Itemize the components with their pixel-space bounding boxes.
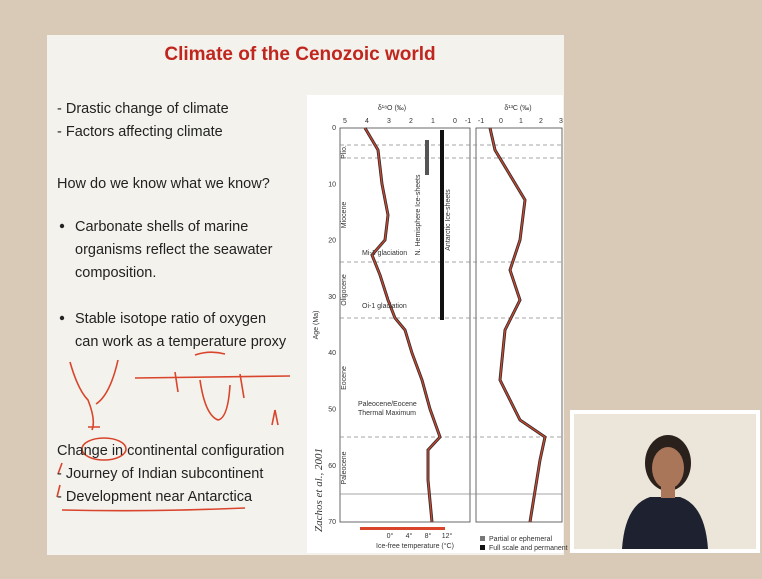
ice-label: Antarctic Ice-sheets xyxy=(445,189,452,251)
epoch-label: Eocene xyxy=(341,366,348,390)
event-label: Mi-1 glaciation xyxy=(362,250,407,257)
tick-label: 1 xyxy=(519,118,523,125)
tick-label: -1 xyxy=(465,118,471,125)
bullet-line: Stable isotope ratio of oxygen xyxy=(75,311,266,327)
tick-label: -1 xyxy=(478,118,484,125)
legend-label: Full scale and permanent xyxy=(489,545,568,552)
epoch-label: Paleocene xyxy=(341,451,348,484)
temperature-title: Ice-free temperature (°C) xyxy=(376,542,454,550)
ice-label: N. Hemisphere Ice-sheets xyxy=(415,174,422,255)
antarctic-ice-bar xyxy=(440,130,444,320)
legend-swatch xyxy=(480,545,485,550)
tick-label: 0 xyxy=(332,125,336,132)
legend-swatch xyxy=(480,536,485,541)
tick-label: 40 xyxy=(328,350,336,357)
screen: Climate of the Cenozoic world - Drastic … xyxy=(0,0,762,579)
slide-line: Change in continental configuration xyxy=(57,443,284,459)
epoch-label: Miocene xyxy=(341,202,348,229)
event-label: Thermal Maximum xyxy=(358,410,416,417)
tick-label: 3 xyxy=(559,118,563,125)
epoch-label: Plio. xyxy=(341,145,348,159)
tick-label: 70 xyxy=(328,519,336,526)
tick-label: 1 xyxy=(431,118,435,125)
citation: Zachos et al., 2001 xyxy=(313,448,325,532)
tick-label: 4 xyxy=(365,118,369,125)
page: Climate of the Cenozoic world - Drastic … xyxy=(0,0,762,579)
bullet-line: Carbonate shells of marine xyxy=(75,219,248,235)
slide-title: Climate of the Cenozoic world xyxy=(164,44,435,65)
temperature-tick: 12° xyxy=(442,532,453,540)
temperature-bar xyxy=(360,527,445,530)
slide-line: - Drastic change of climate xyxy=(57,101,229,117)
axis-title: δ¹⁸O (‰) xyxy=(378,105,406,112)
temperature-tick: 0° xyxy=(387,532,394,540)
tick-label: 2 xyxy=(409,118,413,125)
bullet-line: can work as a temperature proxy xyxy=(75,334,287,350)
slide-line: - Journey of Indian subcontinent xyxy=(57,466,263,482)
tick-label: 0 xyxy=(453,118,457,125)
presenter-neck xyxy=(661,486,675,498)
nh-ice-bar xyxy=(425,140,429,175)
axis-title: δ¹³C (‰) xyxy=(504,105,531,112)
axis-title: Age (Ma) xyxy=(313,311,320,340)
tick-label: 3 xyxy=(387,118,391,125)
bullet-dot xyxy=(60,224,64,228)
tick-label: 20 xyxy=(328,238,336,245)
presenter-face xyxy=(652,447,684,489)
bullet-line: organisms reflect the seawater xyxy=(75,242,273,258)
temperature-tick: 4° xyxy=(406,532,413,540)
temperature-tick: 8° xyxy=(425,532,432,540)
event-label: Paleocene/Eocene xyxy=(358,401,417,408)
bullet-dot xyxy=(60,316,64,320)
legend-label: Partial or ephemeral xyxy=(489,536,552,543)
tick-label: 10 xyxy=(328,181,336,188)
slide-line: - Factors affecting climate xyxy=(57,124,223,140)
tick-label: 2 xyxy=(539,118,543,125)
tick-label: 60 xyxy=(328,463,336,470)
tick-label: 0 xyxy=(499,118,503,125)
event-label: Oi-1 glaciation xyxy=(362,303,407,310)
slide-line: - Development near Antarctica xyxy=(57,489,253,505)
tick-label: 30 xyxy=(328,294,336,301)
epoch-label: Oligocene xyxy=(341,274,348,306)
slide-question: How do we know what we know? xyxy=(57,176,270,192)
tick-label: 5 xyxy=(343,118,347,125)
bullet-line: composition. xyxy=(75,265,156,281)
tick-label: 50 xyxy=(328,407,336,414)
